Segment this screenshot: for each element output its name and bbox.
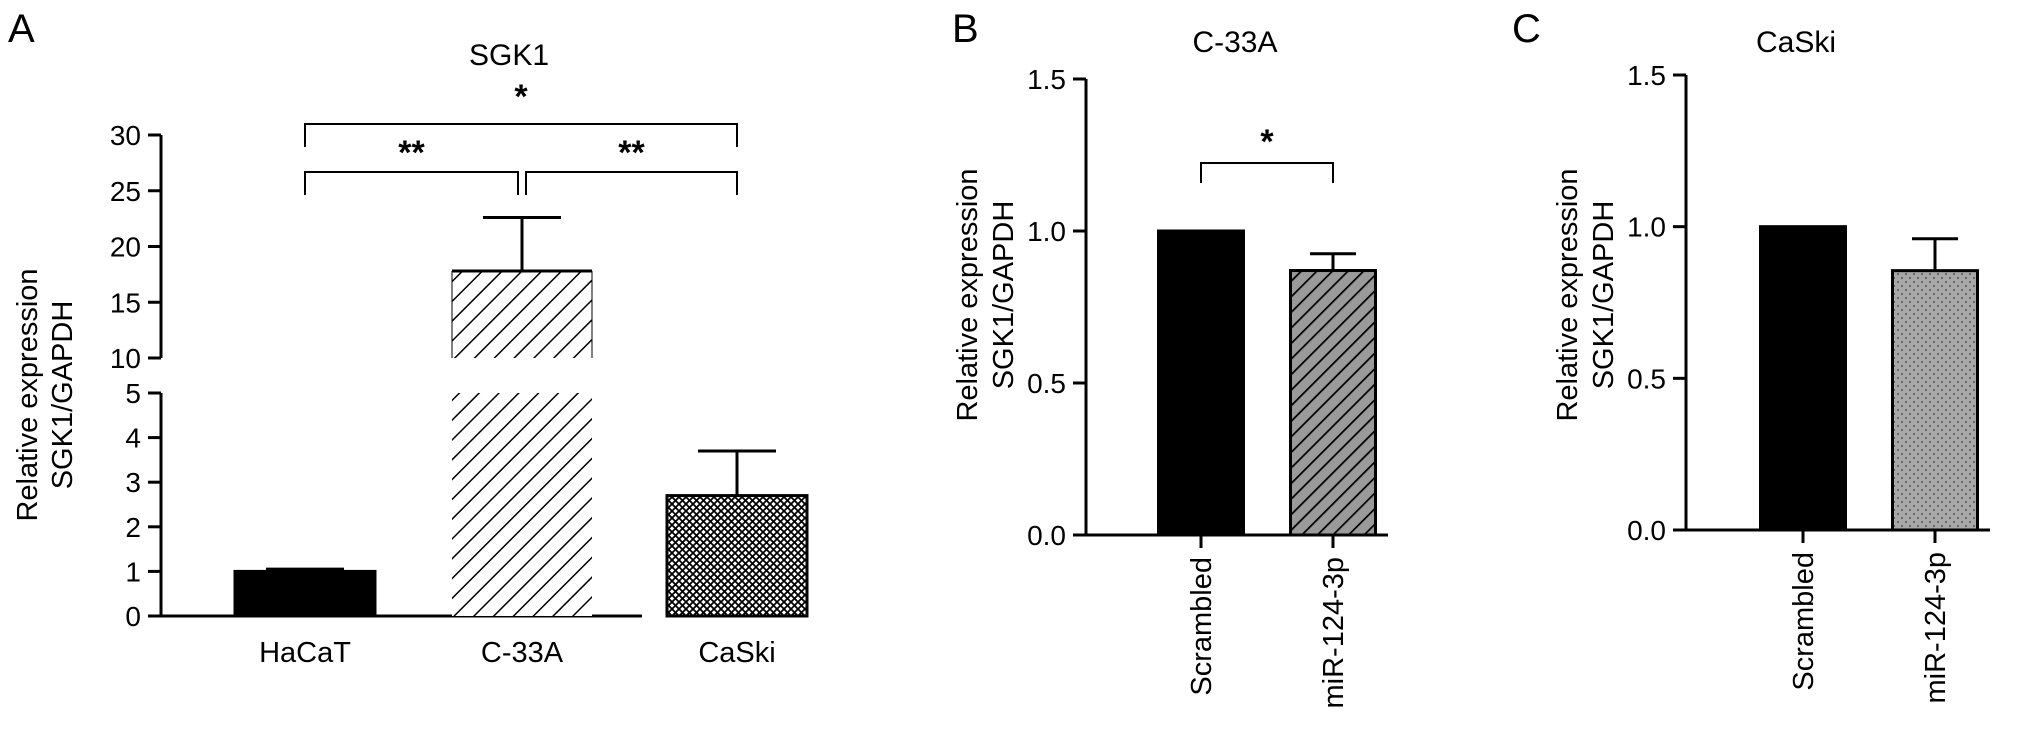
c-bar-0 bbox=[1759, 225, 1847, 532]
a-bar-caski bbox=[665, 494, 809, 618]
panel-b-title: C-33A bbox=[1192, 26, 1277, 59]
a-ytick-label: 2 bbox=[125, 512, 141, 543]
b-significance-label: * bbox=[1260, 123, 1274, 161]
panel-c-ylabel-line2: SGK1/GAPDH bbox=[1588, 201, 1620, 390]
panel-b-letter: B bbox=[952, 7, 979, 51]
c-ytick-label: 0.0 bbox=[1627, 515, 1666, 546]
a-bar-hacat bbox=[233, 569, 377, 618]
a-bar-c-33a-upper bbox=[452, 271, 592, 358]
a-significance-label: ** bbox=[618, 134, 645, 172]
b-category-label: miR-124-3p bbox=[1318, 557, 1350, 709]
b-ytick-label: 0.5 bbox=[1027, 368, 1066, 399]
c-category-label: miR-124-3p bbox=[1920, 552, 1952, 704]
panel-b-ylabel-line1: Relative expression bbox=[952, 168, 984, 421]
panel-c-marks: 0.0 0.5 1.0 1.5 Scrambled miR-124-3p bbox=[1627, 60, 1990, 704]
a-ytick-label: 5 bbox=[125, 378, 141, 409]
panel-b-marks: 0.0 0.5 1.0 1.5 Scrambled miR-124-3p * bbox=[1027, 64, 1388, 709]
a-ytick-label: 0 bbox=[125, 601, 141, 632]
panel-a: A SGK1 Relative expression SGK1/GAPDH 0 1… bbox=[8, 7, 809, 669]
c-bar-1 bbox=[1891, 269, 1979, 532]
panel-a-title: SGK1 bbox=[469, 39, 549, 72]
b-category-label: Scrambled bbox=[1186, 557, 1218, 696]
c-category-label: Scrambled bbox=[1788, 552, 1820, 691]
panel-c-ylabel-line1: Relative expression bbox=[1552, 168, 1584, 421]
panel-c-letter: C bbox=[1512, 7, 1541, 51]
a-significance-label: ** bbox=[398, 134, 425, 172]
b-ytick-label: 0.0 bbox=[1027, 520, 1066, 551]
panel-c: C CaSki Relative expression SGK1/GAPDH 0… bbox=[1512, 7, 1990, 704]
a-ytick-label: 10 bbox=[110, 343, 141, 374]
b-bar-0 bbox=[1157, 229, 1245, 537]
a-category-label: HaCaT bbox=[259, 637, 351, 669]
b-bar-1 bbox=[1289, 269, 1377, 537]
b-ytick-label: 1.0 bbox=[1027, 216, 1066, 247]
c-ytick-label: 0.5 bbox=[1627, 363, 1666, 394]
a-ytick-label: 30 bbox=[110, 120, 141, 151]
panel-a-ylabel-line1: Relative expression bbox=[12, 268, 44, 521]
a-ytick-label: 4 bbox=[125, 423, 141, 454]
a-significance-bracket bbox=[304, 123, 738, 147]
b-ytick-label: 1.5 bbox=[1027, 64, 1066, 95]
panel-a-ylabel-line2: SGK1/GAPDH bbox=[47, 301, 79, 490]
c-ytick-label: 1.5 bbox=[1627, 60, 1666, 91]
a-ytick-label: 1 bbox=[125, 556, 141, 587]
a-bar-c-33a-lower bbox=[452, 393, 592, 616]
a-ytick-label: 3 bbox=[125, 467, 141, 498]
a-significance-bracket bbox=[304, 171, 519, 195]
a-ytick-label: 20 bbox=[110, 232, 141, 263]
a-significance-bracket bbox=[525, 171, 738, 195]
panel-c-title: CaSki bbox=[1756, 26, 1836, 59]
a-significance-label: * bbox=[514, 78, 528, 116]
a-ytick-label: 15 bbox=[110, 287, 141, 318]
panel-a-letter: A bbox=[8, 7, 35, 51]
a-category-label: CaSki bbox=[698, 637, 775, 669]
panel-b-ylabel-line2: SGK1/GAPDH bbox=[988, 201, 1020, 390]
a-category-label: C-33A bbox=[481, 637, 564, 669]
c-ytick-label: 1.0 bbox=[1627, 212, 1666, 243]
panel-b: B C-33A Relative expression SGK1/GAPDH 0… bbox=[952, 7, 1388, 709]
a-ytick-label: 25 bbox=[110, 176, 141, 207]
b-significance-bracket bbox=[1200, 162, 1334, 183]
